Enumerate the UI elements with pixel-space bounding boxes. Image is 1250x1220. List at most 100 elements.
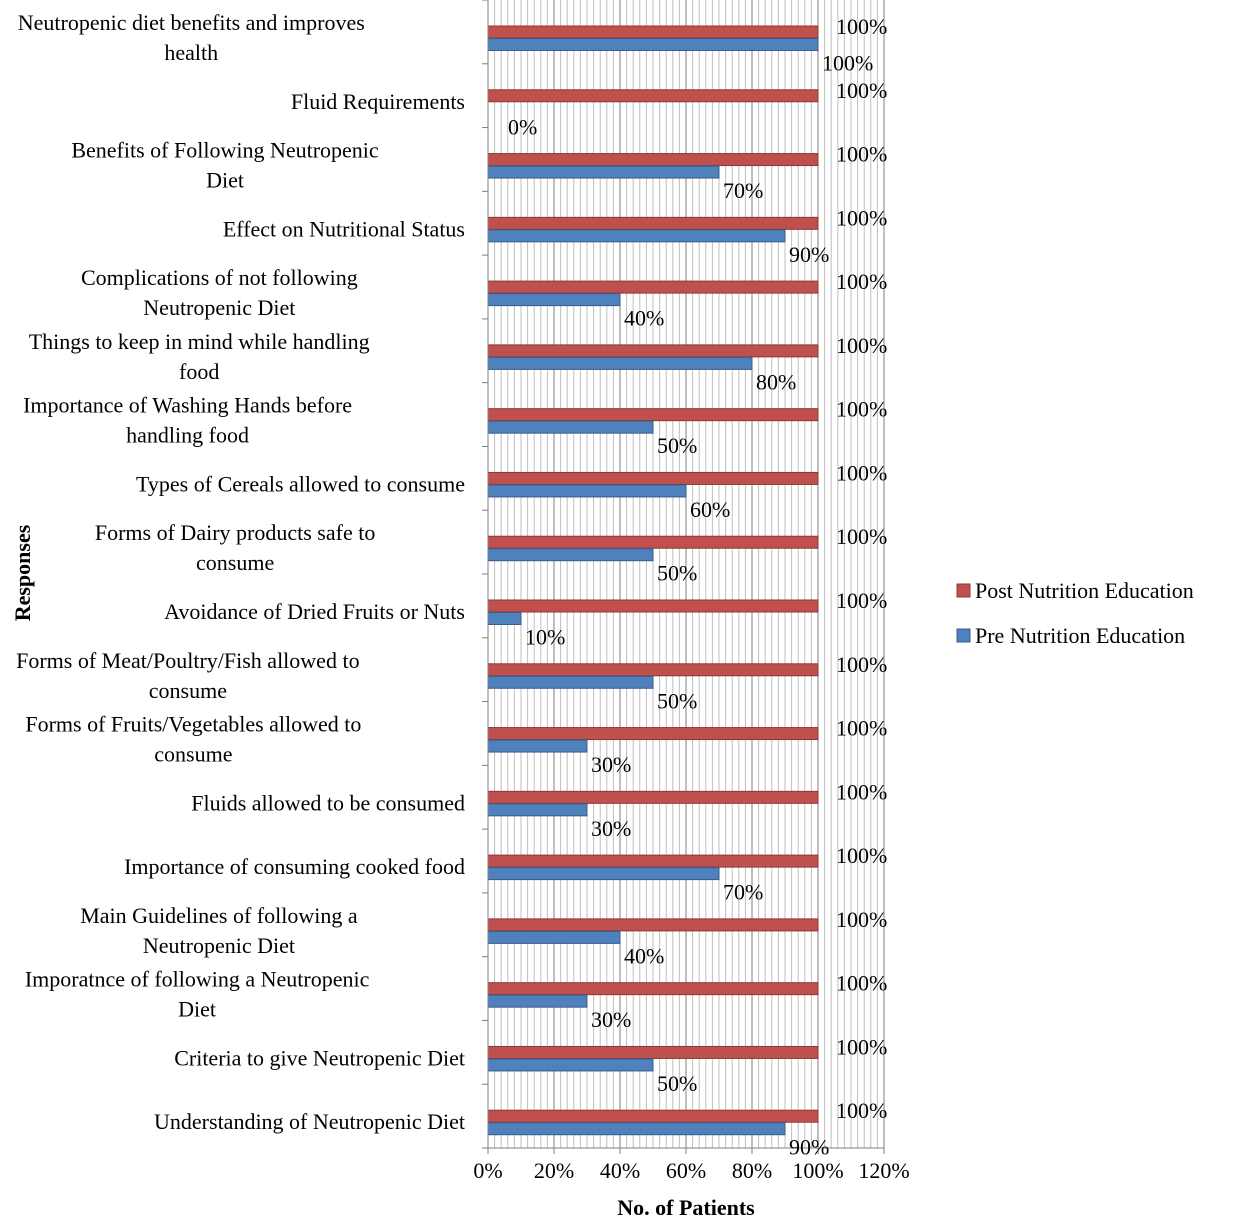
bar-post [487, 790, 819, 804]
bar-post [487, 471, 819, 485]
bar-pre [487, 1058, 654, 1072]
data-label-pre: 60% [690, 497, 730, 522]
bar-post [487, 982, 819, 996]
legend-label: Post Nutrition Education [975, 578, 1194, 603]
data-label-post: 100% [836, 14, 887, 39]
legend-label: Pre Nutrition Education [975, 623, 1185, 648]
x-tick-label: 0% [473, 1158, 502, 1183]
bar-pre [487, 930, 621, 944]
y-axis-title: Responses [10, 524, 35, 621]
category-labels: Neutropenic diet benefits and improves he… [16, 10, 465, 1134]
x-tick-label: 60% [666, 1158, 706, 1183]
bar-post [487, 1045, 819, 1059]
bar-post [487, 918, 819, 932]
category-label: Main Guidelines of following a Neutropeni… [80, 903, 358, 958]
data-label-post: 100% [836, 397, 887, 422]
bar-pre [487, 803, 588, 817]
bar-pre [487, 612, 522, 625]
bar-pre [487, 548, 654, 562]
data-label-post: 100% [836, 779, 887, 804]
data-label-post: 100% [836, 1034, 887, 1059]
bar-post [487, 535, 819, 549]
category-label: Things to keep in mind while handling foo… [29, 329, 370, 384]
bar-pre [487, 739, 588, 753]
category-label: Fluids allowed to be consumed [191, 790, 465, 815]
category-label: Benefits of Following Neutropenic Diet [71, 138, 379, 193]
data-label-post: 100% [836, 460, 887, 485]
data-label-post: 100% [836, 524, 887, 549]
bar-post [487, 408, 819, 422]
data-label-pre: 0% [508, 114, 537, 139]
bar-post [487, 663, 819, 677]
data-label-pre: 30% [591, 816, 631, 841]
bar-post [487, 89, 819, 103]
axes [482, 0, 885, 1154]
x-tick-label: 80% [732, 1158, 772, 1183]
data-label-pre: 30% [591, 1007, 631, 1032]
bar-pre [487, 229, 786, 243]
data-label-post: 100% [836, 652, 887, 677]
category-label: Types of Cereals allowed to consume [136, 471, 465, 496]
data-label-pre: 90% [789, 242, 829, 267]
data-label-post: 100% [836, 971, 887, 996]
data-labels: 100% 100% 100% 0% 100% 70% 100% 90% 100% 40% 100% 8… [508, 14, 887, 1160]
category-label: Complications of not following Neutropeni… [81, 265, 358, 320]
bar-pre [487, 867, 720, 881]
data-label-post: 100% [836, 588, 887, 613]
x-tick-label: 40% [600, 1158, 640, 1183]
category-label: Forms of Fruits/Vegetables allowed to con… [25, 712, 361, 767]
data-label-post: 100% [836, 843, 887, 868]
data-label-pre: 50% [657, 1071, 697, 1096]
data-label-pre: 70% [723, 178, 763, 203]
category-label: Forms of Dairy products safe to consume [95, 520, 375, 575]
category-label: Imporatnce of following a Neutropenic Die… [25, 967, 370, 1022]
data-label-pre: 50% [657, 433, 697, 458]
category-label: Effect on Nutritional Status [223, 216, 465, 241]
bar-post [487, 727, 819, 741]
category-label: Avoidance of Dried Fruits or Nuts [164, 599, 465, 624]
data-label-pre: 50% [657, 561, 697, 586]
bar-post [487, 599, 819, 613]
data-label-post: 100% [836, 1098, 887, 1123]
category-label: Fluid Requirements [291, 89, 465, 114]
legend: Post Nutrition Education Pre Nutrition Ed… [956, 578, 1194, 648]
legend-swatch [956, 628, 971, 643]
bar-pre [487, 994, 588, 1008]
category-label: Forms of Meat/Poultry/Fish allowed to con… [16, 648, 359, 703]
bar-pre [487, 293, 621, 307]
bar-pre [487, 165, 720, 179]
category-label: Importance of consuming cooked food [124, 854, 465, 879]
data-label-pre: 30% [591, 752, 631, 777]
data-label-post: 100% [836, 205, 887, 230]
bar-pre [487, 484, 687, 498]
data-label-pre: 80% [756, 369, 796, 394]
x-axis-title: No. of Patients [617, 1195, 755, 1220]
bar-post [487, 25, 819, 39]
bar-post [487, 854, 819, 868]
x-tick-labels: 0% 20% 40% 60% 80% 100% 120% [473, 1158, 909, 1183]
data-label-post: 100% [836, 78, 887, 103]
category-label: Neutropenic diet benefits and improves he… [18, 10, 365, 65]
category-label: Understanding of Neutropenic Diet [154, 1109, 465, 1134]
category-label: Importance of Washing Hands before handli… [23, 393, 352, 448]
data-label-pre: 70% [723, 880, 763, 905]
bar-post [487, 153, 819, 167]
bar-pre [487, 420, 654, 434]
bar-pre [487, 1122, 786, 1136]
bar-pre [487, 356, 753, 370]
data-label-pre: 40% [624, 306, 664, 331]
bar-post [487, 216, 819, 230]
data-label-post: 100% [836, 907, 887, 932]
bar-pre [487, 38, 819, 51]
bar-post [487, 1109, 819, 1123]
data-label-post: 100% [836, 333, 887, 358]
bar-post [487, 280, 819, 294]
legend-swatch [956, 583, 971, 598]
data-label-pre: 10% [525, 625, 565, 650]
data-label-post: 100% [836, 716, 887, 741]
category-label: Criteria to give Neutropenic Diet [174, 1045, 465, 1070]
gridlines [487, 0, 885, 1148]
x-tick-label: 20% [534, 1158, 574, 1183]
data-label-pre: 90% [789, 1135, 829, 1160]
